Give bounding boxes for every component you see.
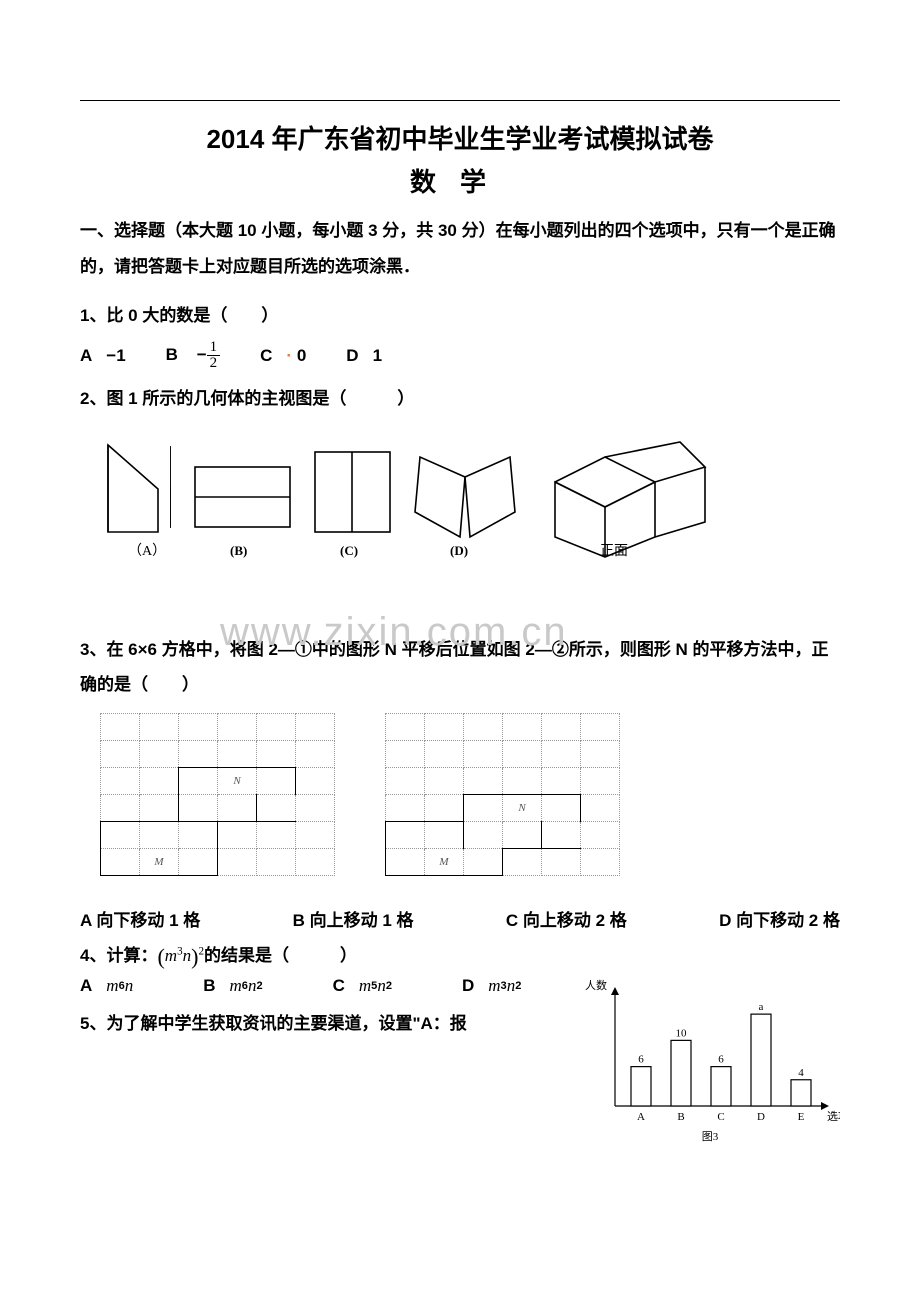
svg-text:4: 4	[798, 1067, 804, 1079]
svg-text:正面: 正面	[600, 544, 628, 559]
q4-opt-d[interactable]: D m3n2	[462, 976, 521, 996]
svg-text:C: C	[717, 1111, 724, 1123]
q4-opt-c[interactable]: C m5n2	[333, 976, 392, 996]
q1-opt-d[interactable]: D1	[346, 346, 382, 366]
q4-text: 4、计算：(m3n)2的结果是（ ）	[80, 941, 840, 970]
page-title: 2014 年广东省初中毕业生学业考试模拟试卷	[80, 119, 840, 156]
svg-text:人数: 人数	[585, 979, 607, 992]
q1-opt-c[interactable]: C· 0	[260, 346, 306, 366]
section-1-heading: 一、选择题（本大题 10 小题，每小题 3 分，共 30 分）在每小题列出的四个…	[80, 213, 840, 284]
q3-grids: N M N M	[100, 713, 840, 876]
svg-text:(B): (B)	[230, 543, 247, 558]
svg-text:（A）: （A）	[128, 543, 166, 559]
svg-text:选项: 选项	[827, 1110, 840, 1123]
svg-text:6: 6	[638, 1054, 644, 1066]
bar-chart: 人数选项 6 A 10 B 6 Ca D 4 E 图3	[580, 976, 840, 1151]
svg-text:6: 6	[718, 1054, 724, 1066]
q3-options: A 向下移动 1 格 B 向上移动 1 格 C 向上移动 2 格 D 向下移动 …	[80, 906, 840, 931]
svg-text:10: 10	[676, 1028, 688, 1040]
q3-opt-c[interactable]: C 向上移动 2 格	[506, 906, 627, 931]
svg-text:D: D	[757, 1111, 765, 1123]
svg-text:A: A	[637, 1111, 645, 1123]
q3-opt-a[interactable]: A 向下移动 1 格	[80, 906, 200, 931]
q4-opt-b[interactable]: B m6n2	[203, 976, 262, 996]
q3-opt-d[interactable]: D 向下移动 2 格	[719, 906, 840, 931]
q3-grid-2: N M	[385, 713, 620, 876]
svg-text:B: B	[677, 1111, 684, 1123]
svg-text:(C): (C)	[340, 543, 358, 558]
q1-options: A−1 B −12 C· 0 D1	[80, 340, 840, 371]
svg-text:a: a	[759, 1001, 764, 1013]
q1-opt-b[interactable]: B −12	[166, 340, 220, 371]
q2-figures: （A） (B) (C) (D) 正面	[100, 437, 840, 582]
svg-text:图3: 图3	[702, 1130, 719, 1143]
q3-grid-1: N M	[100, 713, 335, 876]
q2-text: 2、图 1 所示的几何体的主视图是（ ）	[80, 381, 840, 417]
q4-opt-a[interactable]: A m6n	[80, 976, 133, 996]
page-subtitle: 数学	[80, 162, 840, 199]
q1-opt-a[interactable]: A−1	[80, 346, 126, 366]
q5-text: 5、为了解中学生获取资讯的主要渠道，设置"A：报	[80, 1006, 580, 1042]
q1-text: 1、比 0 大的数是（ ）	[80, 298, 840, 334]
svg-text:E: E	[798, 1111, 805, 1123]
q3-text: 3、在 6×6 方格中，将图 2—①中的图形 N 平移后位置如图 2—②所示，则…	[80, 632, 840, 703]
q3-opt-b[interactable]: B 向上移动 1 格	[293, 906, 414, 931]
svg-text:(D): (D)	[450, 543, 468, 558]
